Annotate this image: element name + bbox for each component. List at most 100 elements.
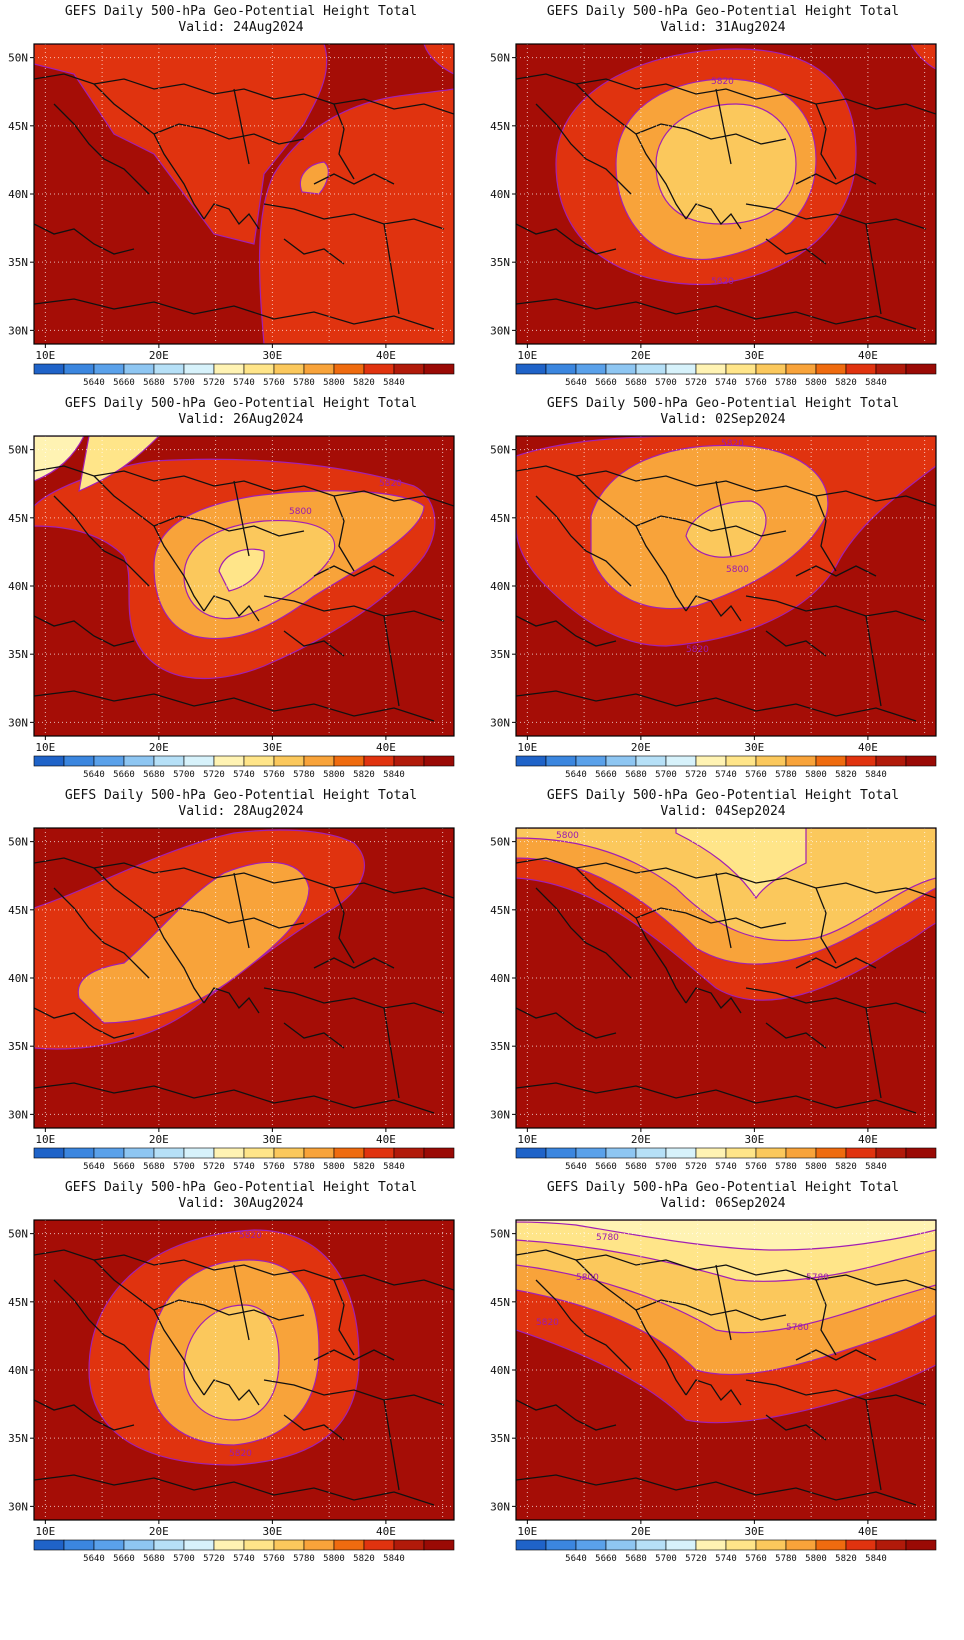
colorbar-label: 5740 xyxy=(233,770,255,780)
colorbar-label: 5760 xyxy=(263,1162,285,1172)
contour-region xyxy=(34,44,328,245)
colorbar-swatch xyxy=(153,755,185,767)
colorbar-label: 5780 xyxy=(775,770,797,780)
colorbar-swatch xyxy=(243,1539,275,1551)
colorbar-swatch xyxy=(515,1147,547,1159)
panel-title: GEFS Daily 500-hPa Geo-Potential Height … xyxy=(546,4,900,19)
colorbar-swatch xyxy=(575,1147,607,1159)
panel-valid-date: Valid: 26Aug2024 xyxy=(178,412,304,427)
coastline xyxy=(865,1007,882,1099)
colorbar-swatch xyxy=(515,1539,547,1551)
coastline xyxy=(815,1279,837,1356)
lat-tick-label: 45N xyxy=(490,512,510,525)
colorbar-swatch xyxy=(635,1147,667,1159)
lon-tick-label: 30E xyxy=(744,1525,764,1538)
colorbar-swatch xyxy=(423,755,455,767)
colorbar-swatch xyxy=(33,363,65,375)
colorbar-swatch xyxy=(575,1539,607,1551)
lat-tick-label: 50N xyxy=(8,52,28,65)
panel-valid-date: Valid: 06Sep2024 xyxy=(660,1196,786,1211)
coastline xyxy=(53,495,150,587)
colorbar-swatch xyxy=(423,363,455,375)
contour-label: 5800 xyxy=(576,1273,599,1283)
lat-tick-label: 35N xyxy=(8,256,28,269)
colorbar-label: 5780 xyxy=(293,1554,315,1564)
coastline xyxy=(815,103,837,180)
coastline xyxy=(715,88,732,165)
colorbar-label: 5840 xyxy=(383,1162,405,1172)
colorbar-swatch xyxy=(875,755,907,767)
coastline xyxy=(685,1379,742,1406)
coastline xyxy=(865,615,882,707)
lon-tick-label: 10E xyxy=(35,1133,55,1146)
colorbar-swatch xyxy=(785,363,817,375)
colorbar-swatch xyxy=(393,363,425,375)
lat-tick-label: 30N xyxy=(8,1108,28,1121)
colorbar-swatch xyxy=(695,755,727,767)
lon-tick-label: 40E xyxy=(376,349,396,362)
colorbar-swatch xyxy=(695,1539,727,1551)
lat-tick-label: 45N xyxy=(490,904,510,917)
panel-valid-date: Valid: 28Aug2024 xyxy=(178,804,304,819)
colorbar-swatch xyxy=(815,1147,847,1159)
lat-tick-label: 40N xyxy=(490,1364,510,1377)
colorbar-swatch xyxy=(755,1147,787,1159)
panel-title: GEFS Daily 500-hPa Geo-Potential Height … xyxy=(546,1180,900,1195)
contour-map: 50N 45N 40N 35N 30N 10E 20E 30E 40E 5640 5660 5680 5… xyxy=(8,43,455,388)
contour-label: 5820 xyxy=(379,479,402,489)
colorbar-label: 5660 xyxy=(113,1162,135,1172)
map-panel: GEFS Daily 500-hPa Geo-Potential Height … xyxy=(0,0,482,410)
coastline xyxy=(815,495,837,572)
lat-tick-label: 35N xyxy=(8,1432,28,1445)
colorbar-label: 5840 xyxy=(383,1554,405,1564)
lon-tick-label: 40E xyxy=(376,1525,396,1538)
coastline xyxy=(313,957,395,969)
colorbar-label: 5680 xyxy=(625,770,647,780)
coastline xyxy=(795,173,877,185)
coastline xyxy=(283,1022,345,1049)
contour-region xyxy=(516,1220,936,1251)
colorbar-swatch xyxy=(605,363,637,375)
colorbar-swatch xyxy=(905,1539,937,1551)
colorbar-swatch xyxy=(665,1147,697,1159)
coastline xyxy=(535,1279,632,1371)
coastline xyxy=(233,480,250,557)
colorbar-swatch xyxy=(213,755,245,767)
colorbar-label: 5640 xyxy=(83,1162,105,1172)
lat-tick-label: 30N xyxy=(8,1500,28,1513)
coastline xyxy=(745,1379,927,1406)
colorbar-label: 5840 xyxy=(383,378,405,388)
colorbar-label: 5840 xyxy=(865,770,887,780)
colorbar-swatch xyxy=(123,363,155,375)
colorbar-swatch xyxy=(333,1539,365,1551)
coastline xyxy=(333,887,355,964)
lat-tick-label: 40N xyxy=(490,188,510,201)
contour-label: 5820 xyxy=(711,77,734,87)
panel-title: GEFS Daily 500-hPa Geo-Potential Height … xyxy=(64,4,418,19)
coastline xyxy=(153,1299,305,1321)
colorbar-swatch xyxy=(815,363,847,375)
lon-tick-label: 20E xyxy=(149,1525,169,1538)
panel-valid-date: Valid: 30Aug2024 xyxy=(178,1196,304,1211)
contour-map: 5800 5820 50N 45N 40N 35N 30N 10E 20E 30E 40E 5640 5… xyxy=(8,435,455,780)
colorbar-label: 5760 xyxy=(263,1554,285,1564)
coastline xyxy=(34,1007,135,1039)
colorbar-swatch xyxy=(93,1539,125,1551)
colorbar-swatch xyxy=(63,1539,95,1551)
coastline xyxy=(203,203,260,230)
coastline xyxy=(516,690,917,722)
map-panel: GEFS Daily 500-hPa Geo-Potential Height … xyxy=(0,392,482,802)
coastline xyxy=(34,1399,135,1431)
colorbar-swatch xyxy=(243,363,275,375)
colorbar-label: 5760 xyxy=(263,378,285,388)
colorbar-swatch xyxy=(363,755,395,767)
colorbar-label: 5820 xyxy=(835,1554,857,1564)
colorbar-label: 5700 xyxy=(173,1554,195,1564)
panel-valid-date: Valid: 02Sep2024 xyxy=(660,412,786,427)
colorbar-swatch xyxy=(605,1147,637,1159)
lon-tick-label: 20E xyxy=(631,741,651,754)
colorbar-swatch xyxy=(755,363,787,375)
coastline xyxy=(715,480,732,557)
coastline xyxy=(34,857,454,899)
colorbar-label: 5820 xyxy=(835,378,857,388)
